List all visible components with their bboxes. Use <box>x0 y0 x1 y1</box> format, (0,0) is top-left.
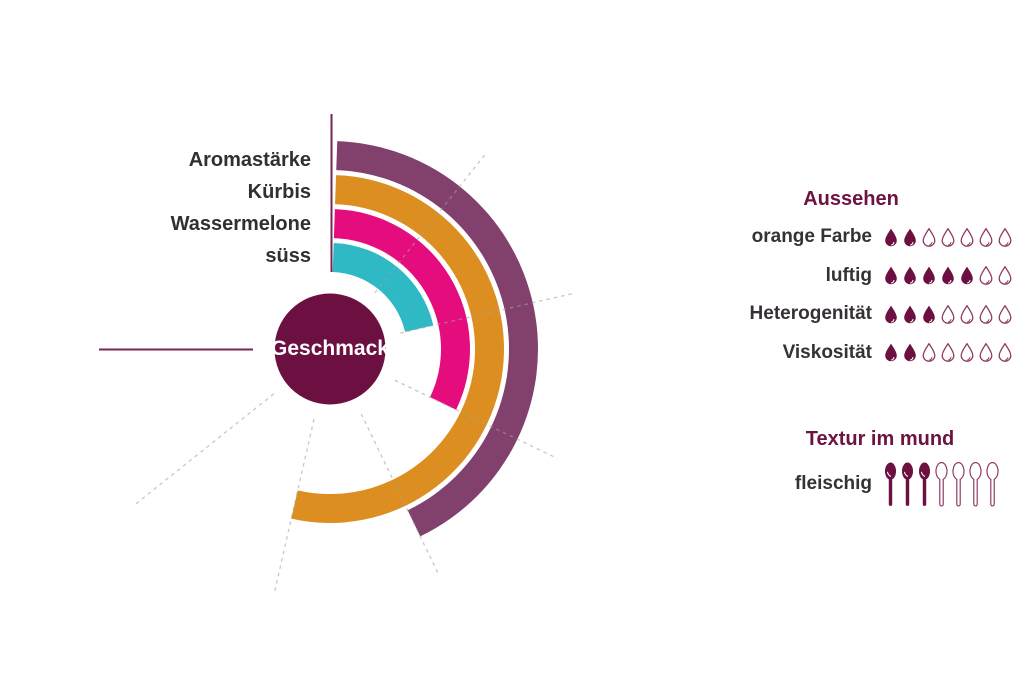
rating-label: fleischig <box>794 473 872 494</box>
drop-icon-outline <box>998 266 1012 286</box>
spoon-icon-filled <box>918 462 931 506</box>
drop-icon-outline <box>979 266 993 286</box>
gauge-category-label: Wassermelone <box>170 213 311 235</box>
rating-icons <box>884 304 1012 324</box>
textur-rating-rows: fleischig <box>745 460 1013 508</box>
rating-icons <box>884 266 1012 286</box>
rating-icons <box>884 227 1012 247</box>
spoon-icon-filled <box>884 462 897 506</box>
drop-icon-outline <box>941 227 955 247</box>
drop-icon-outline <box>998 227 1012 247</box>
spoon-icon-outline <box>986 461 999 506</box>
rating-row: Viskosität <box>745 334 1013 373</box>
drop-icon-outline <box>922 343 936 363</box>
textur-im-mund-heading: Textur im mund <box>805 428 955 450</box>
drop-icon-outline <box>960 227 974 247</box>
rating-row: Heterogenität <box>745 295 1013 334</box>
spoon-icon-filled <box>901 462 914 506</box>
drop-icon-outline <box>979 227 993 247</box>
gauge-category-label: Kürbis <box>247 181 311 203</box>
spoon-icon-outline <box>935 461 948 506</box>
drop-icon-filled <box>961 266 973 285</box>
drop-icon-filled <box>904 305 916 324</box>
rating-label: Heterogenität <box>749 303 872 325</box>
gauge-category-label: süss <box>265 245 311 267</box>
drop-icon-outline <box>922 227 936 247</box>
aussehen-rating-rows: orange Farbe luftig Heterogenität Viskositä… <box>745 218 1013 372</box>
drop-icon-filled <box>923 266 935 285</box>
rating-row: orange Farbe <box>745 218 1013 257</box>
drop-icon-filled <box>885 305 897 324</box>
drop-icon-outline <box>998 343 1012 363</box>
gauge-arc-Wassermelone <box>333 209 471 410</box>
gauge-category-labels: Aromastärke Kürbis Wassermelone süss <box>60 144 311 272</box>
drop-icon-filled <box>942 266 954 285</box>
drop-icon-outline <box>960 304 974 324</box>
drop-icon-outline <box>960 343 974 363</box>
drop-icon-filled <box>923 305 935 324</box>
rating-label: orange Farbe <box>751 226 872 248</box>
gauge-center-label: Geschmack <box>271 337 389 360</box>
aussehen-heading: Aussehen <box>803 188 899 210</box>
drop-icon-filled <box>904 266 916 285</box>
gauge-arc-süss <box>332 243 434 332</box>
rating-row: fleischig <box>745 460 1013 508</box>
drop-icon-outline <box>941 304 955 324</box>
gauge-gridline <box>135 393 275 505</box>
drop-icon-filled <box>885 228 897 247</box>
rating-icons <box>884 343 1012 363</box>
rating-label: Viskosität <box>782 341 872 363</box>
drop-icon-outline <box>979 304 993 324</box>
gauge-arc-Kürbis <box>291 175 505 524</box>
drop-icon-filled <box>904 228 916 247</box>
drop-icon-filled <box>885 266 897 285</box>
spoon-icon-outline <box>969 461 982 506</box>
drop-icon-filled <box>904 343 916 362</box>
drop-icon-outline <box>979 343 993 363</box>
drop-icon-outline <box>998 304 1012 324</box>
gauge-arc-Aromastärke <box>336 141 538 537</box>
rating-row: luftig <box>745 257 1013 296</box>
drop-icon-filled <box>885 343 897 362</box>
drop-icon-outline <box>941 343 955 363</box>
spoon-icon-outline <box>952 461 965 506</box>
rating-label: luftig <box>825 264 872 286</box>
rating-panel: Aussehen orange Farbe luftig Heterogenität… <box>745 186 1013 508</box>
gauge-category-label: Aromastärke <box>188 149 311 171</box>
gauge-center-circle <box>274 293 386 405</box>
rating-icons <box>884 461 999 507</box>
